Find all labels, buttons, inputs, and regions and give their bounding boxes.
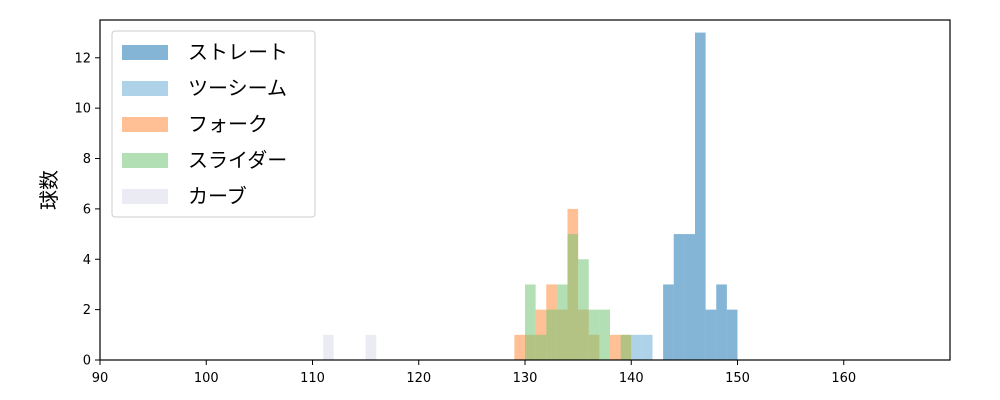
bar-1-1 bbox=[663, 284, 674, 360]
legend-swatch-2 bbox=[122, 81, 168, 96]
x-tick-label: 110 bbox=[300, 371, 325, 386]
legend-label-3: フォーク bbox=[188, 112, 268, 136]
bar-3-1 bbox=[514, 334, 525, 360]
bar-4-4 bbox=[556, 284, 568, 360]
bar-4-8 bbox=[599, 309, 610, 360]
x-tick-label: 100 bbox=[194, 371, 219, 386]
legend-swatch-5 bbox=[122, 189, 168, 204]
bar-1-6 bbox=[716, 284, 727, 360]
y-tick-label: 4 bbox=[83, 253, 91, 268]
bar-4-6 bbox=[578, 259, 589, 360]
legend-label-1: ストレート bbox=[188, 40, 288, 64]
y-tick-label: 2 bbox=[83, 303, 91, 318]
legend-swatch-4 bbox=[122, 153, 168, 168]
x-tick-label: 90 bbox=[92, 371, 109, 386]
bar-5-1 bbox=[323, 334, 334, 360]
x-tick-label: 150 bbox=[725, 371, 750, 386]
y-tick-label: 10 bbox=[74, 102, 91, 117]
y-tick-label: 0 bbox=[83, 354, 91, 369]
x-tick-label: 130 bbox=[513, 371, 538, 386]
x-tick-label: 160 bbox=[831, 371, 856, 386]
bar-2-2 bbox=[641, 334, 653, 360]
bar-2-1 bbox=[631, 334, 642, 360]
legend-label-5: カーブ bbox=[188, 184, 247, 208]
legend-swatch-1 bbox=[122, 45, 168, 60]
bar-4-5 bbox=[567, 234, 579, 360]
legend-label-4: スライダー bbox=[188, 148, 287, 172]
y-axis-title: 球数 bbox=[37, 170, 61, 210]
bar-1-3 bbox=[684, 234, 695, 360]
y-tick-label: 12 bbox=[74, 51, 91, 66]
x-axis: 90 100 110 120 130 140 150 160 bbox=[92, 360, 856, 386]
bar-3-9 bbox=[610, 334, 621, 360]
bar-1-2 bbox=[673, 234, 685, 360]
bar-5-2 bbox=[365, 334, 377, 360]
bar-1-4 bbox=[695, 32, 706, 361]
bar-4-2 bbox=[535, 334, 547, 360]
legend-frame bbox=[111, 30, 316, 218]
legend-label-2: ツーシーム bbox=[188, 76, 287, 100]
y-tick-label: 8 bbox=[83, 152, 91, 167]
bar-1-5 bbox=[705, 309, 717, 360]
bar-4-7 bbox=[588, 309, 600, 360]
y-tick-label: 6 bbox=[83, 202, 91, 217]
y-axis: 0 2 4 6 8 10 12 bbox=[74, 51, 100, 369]
bar-4-3 bbox=[546, 309, 557, 360]
bar-1-7 bbox=[726, 309, 738, 360]
x-tick-label: 140 bbox=[619, 371, 644, 386]
bar-4-9 bbox=[620, 334, 632, 360]
legend-swatch-3 bbox=[122, 117, 168, 132]
bar-4-1 bbox=[525, 284, 536, 360]
x-tick-label: 120 bbox=[406, 371, 431, 386]
bars-layer bbox=[323, 32, 738, 361]
